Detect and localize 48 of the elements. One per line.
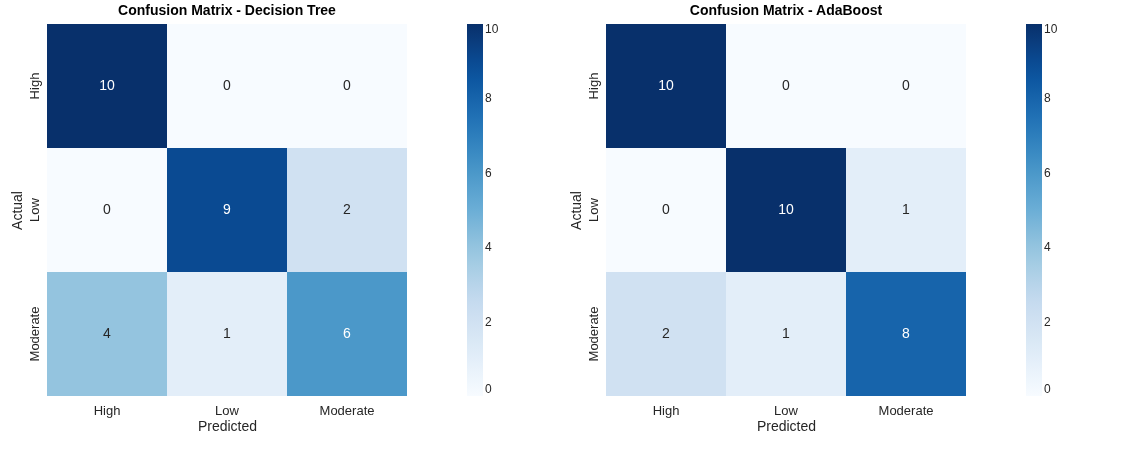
color-bar-label: 10 xyxy=(485,22,499,36)
data-label: 10 xyxy=(778,201,794,217)
data-label: 0 xyxy=(103,201,112,217)
x-tick-label: Low xyxy=(215,402,240,418)
y-tick-label: High xyxy=(585,72,601,100)
data-label: 8 xyxy=(902,325,911,341)
data-label: 1 xyxy=(223,325,232,341)
data-label: 0 xyxy=(782,77,791,93)
x-tick-label: High xyxy=(93,402,121,418)
y-tick-label: Moderate xyxy=(585,306,601,362)
chart-title: Confusion Matrix - AdaBoost xyxy=(689,2,883,18)
color-bar-label: 4 xyxy=(1044,240,1051,255)
data-label: 9 xyxy=(223,201,232,217)
y-tick-label: Low xyxy=(26,197,42,222)
y-axis-title: Actual xyxy=(8,191,25,230)
x-axis-title: Predicted xyxy=(756,417,817,434)
data-label: 0 xyxy=(223,77,232,93)
color-bar-label: 2 xyxy=(1044,314,1051,329)
color-bar-label: 0 xyxy=(1044,382,1051,396)
data-label: 4 xyxy=(103,325,112,341)
x-tick-label: Low xyxy=(774,402,799,418)
data-label: 0 xyxy=(662,201,671,217)
color-bar-label: 4 xyxy=(485,240,492,255)
data-label: 2 xyxy=(343,201,352,217)
data-label: 10 xyxy=(99,77,115,93)
y-tick-label: Moderate xyxy=(26,306,42,362)
data-label: 1 xyxy=(782,325,791,341)
color-bar-label: 6 xyxy=(1044,165,1051,180)
data-label: 10 xyxy=(658,77,674,93)
x-tick-label: Moderate xyxy=(878,402,934,418)
y-axis-title: Actual xyxy=(567,191,584,230)
color-bar-label: 0 xyxy=(485,382,492,396)
y-tick-label: High xyxy=(26,72,42,100)
data-label: 6 xyxy=(343,325,352,341)
color-bar-label: 8 xyxy=(485,91,492,106)
data-label: 0 xyxy=(343,77,352,93)
data-label: 2 xyxy=(662,325,671,341)
x-tick-label: Moderate xyxy=(319,402,375,418)
y-tick-label: Low xyxy=(585,197,601,222)
x-tick-label: High xyxy=(652,402,680,418)
color-bar-label: 10 xyxy=(1044,22,1058,36)
chart-title: Confusion Matrix - Decision Tree xyxy=(118,2,337,18)
data-label: 0 xyxy=(902,77,911,93)
data-label: 1 xyxy=(902,201,911,217)
color-bar-label: 2 xyxy=(485,314,492,329)
color-bar-label: 6 xyxy=(485,165,492,180)
x-axis-title: Predicted xyxy=(197,417,258,434)
color-bar-label: 8 xyxy=(1044,91,1051,106)
